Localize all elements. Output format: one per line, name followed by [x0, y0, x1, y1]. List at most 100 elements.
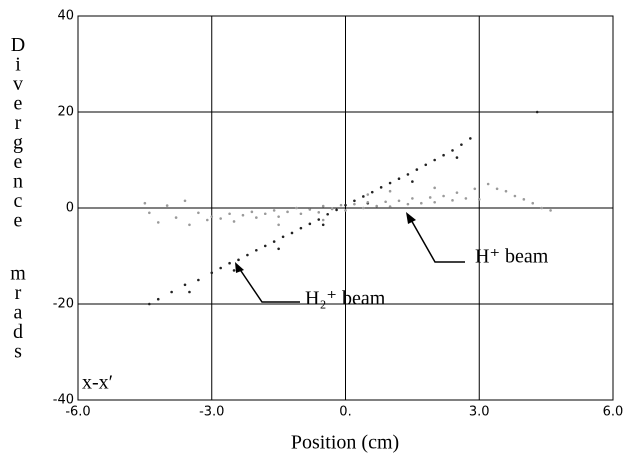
annotation: H₂⁺ beam: [305, 288, 386, 310]
point: [330, 207, 334, 211]
x-tick-label: -6.0: [65, 405, 90, 420]
point: [188, 290, 191, 294]
point: [419, 201, 423, 205]
point: [522, 198, 526, 201]
point: [188, 223, 191, 227]
point: [219, 217, 222, 220]
point: [442, 194, 445, 198]
point: [513, 194, 517, 198]
point: [464, 197, 468, 200]
point: [148, 302, 151, 306]
point: [362, 195, 365, 198]
annotation: H⁺ beam: [475, 246, 549, 268]
annotation: x-x′: [82, 372, 113, 394]
point: [156, 221, 160, 224]
point: [388, 181, 392, 185]
point: [326, 212, 329, 216]
point: [272, 240, 276, 243]
point: [241, 213, 245, 217]
point: [433, 200, 436, 204]
point: [308, 208, 312, 211]
point: [473, 187, 477, 191]
point: [197, 278, 200, 282]
y-tick-label: 20: [57, 105, 74, 120]
arrow: [238, 267, 300, 303]
point: [197, 211, 200, 215]
point: [379, 186, 383, 189]
point: [540, 206, 543, 210]
point: [290, 231, 294, 235]
arrow-head: [406, 212, 416, 224]
point: [535, 110, 539, 114]
point: [406, 202, 410, 206]
point: [411, 180, 414, 183]
arrow: [409, 217, 465, 263]
point: [286, 210, 289, 214]
point: [353, 202, 356, 206]
y-tick-label: 40: [57, 9, 74, 24]
point: [353, 199, 356, 203]
point: [424, 163, 428, 167]
point: [255, 248, 258, 252]
point: [295, 206, 298, 210]
point: [321, 223, 325, 227]
point: [232, 269, 236, 272]
point: [170, 290, 173, 294]
point: [477, 198, 481, 201]
point: [375, 204, 379, 208]
point: [415, 168, 419, 171]
y-tick-label: 0: [66, 201, 74, 216]
point: [428, 196, 432, 199]
point: [255, 216, 258, 219]
point: [455, 156, 459, 159]
point: [460, 143, 463, 146]
point: [272, 209, 276, 212]
point: [495, 187, 499, 191]
x-tick-label: 6.0: [603, 405, 624, 420]
point: [228, 261, 231, 265]
point: [362, 206, 365, 210]
point: [397, 177, 401, 181]
point: [205, 218, 209, 222]
y-axis-label: Divergence mrads: [7, 34, 29, 360]
y-tick-label: -40: [53, 393, 74, 408]
point: [219, 266, 222, 270]
point: [433, 158, 436, 162]
point: [299, 212, 303, 216]
point: [549, 209, 552, 212]
point: [143, 201, 147, 205]
point: [433, 186, 436, 190]
point: [317, 218, 321, 221]
point: [366, 193, 370, 196]
point: [321, 204, 325, 208]
point: [156, 297, 160, 301]
point: [210, 215, 214, 218]
point: [250, 210, 254, 214]
arrow-head: [235, 262, 244, 273]
point: [339, 203, 343, 207]
point: [148, 211, 151, 215]
point: [263, 244, 267, 248]
point: [384, 200, 387, 204]
point: [210, 271, 214, 275]
x-axis-label: Position (cm): [291, 432, 399, 454]
point: [277, 223, 280, 227]
point: [366, 200, 370, 204]
point: [388, 205, 392, 208]
point: [232, 220, 236, 223]
point: [183, 199, 187, 203]
point: [406, 173, 410, 176]
point: [388, 189, 392, 193]
point: [451, 149, 454, 152]
point: [317, 211, 321, 214]
point: [344, 209, 347, 212]
point: [228, 212, 231, 216]
point: [344, 203, 347, 207]
y-tick-label: -20: [53, 297, 74, 312]
point: [335, 208, 338, 212]
point: [486, 182, 490, 186]
point: [263, 212, 267, 216]
x-tick-label: 3.0: [469, 405, 490, 420]
